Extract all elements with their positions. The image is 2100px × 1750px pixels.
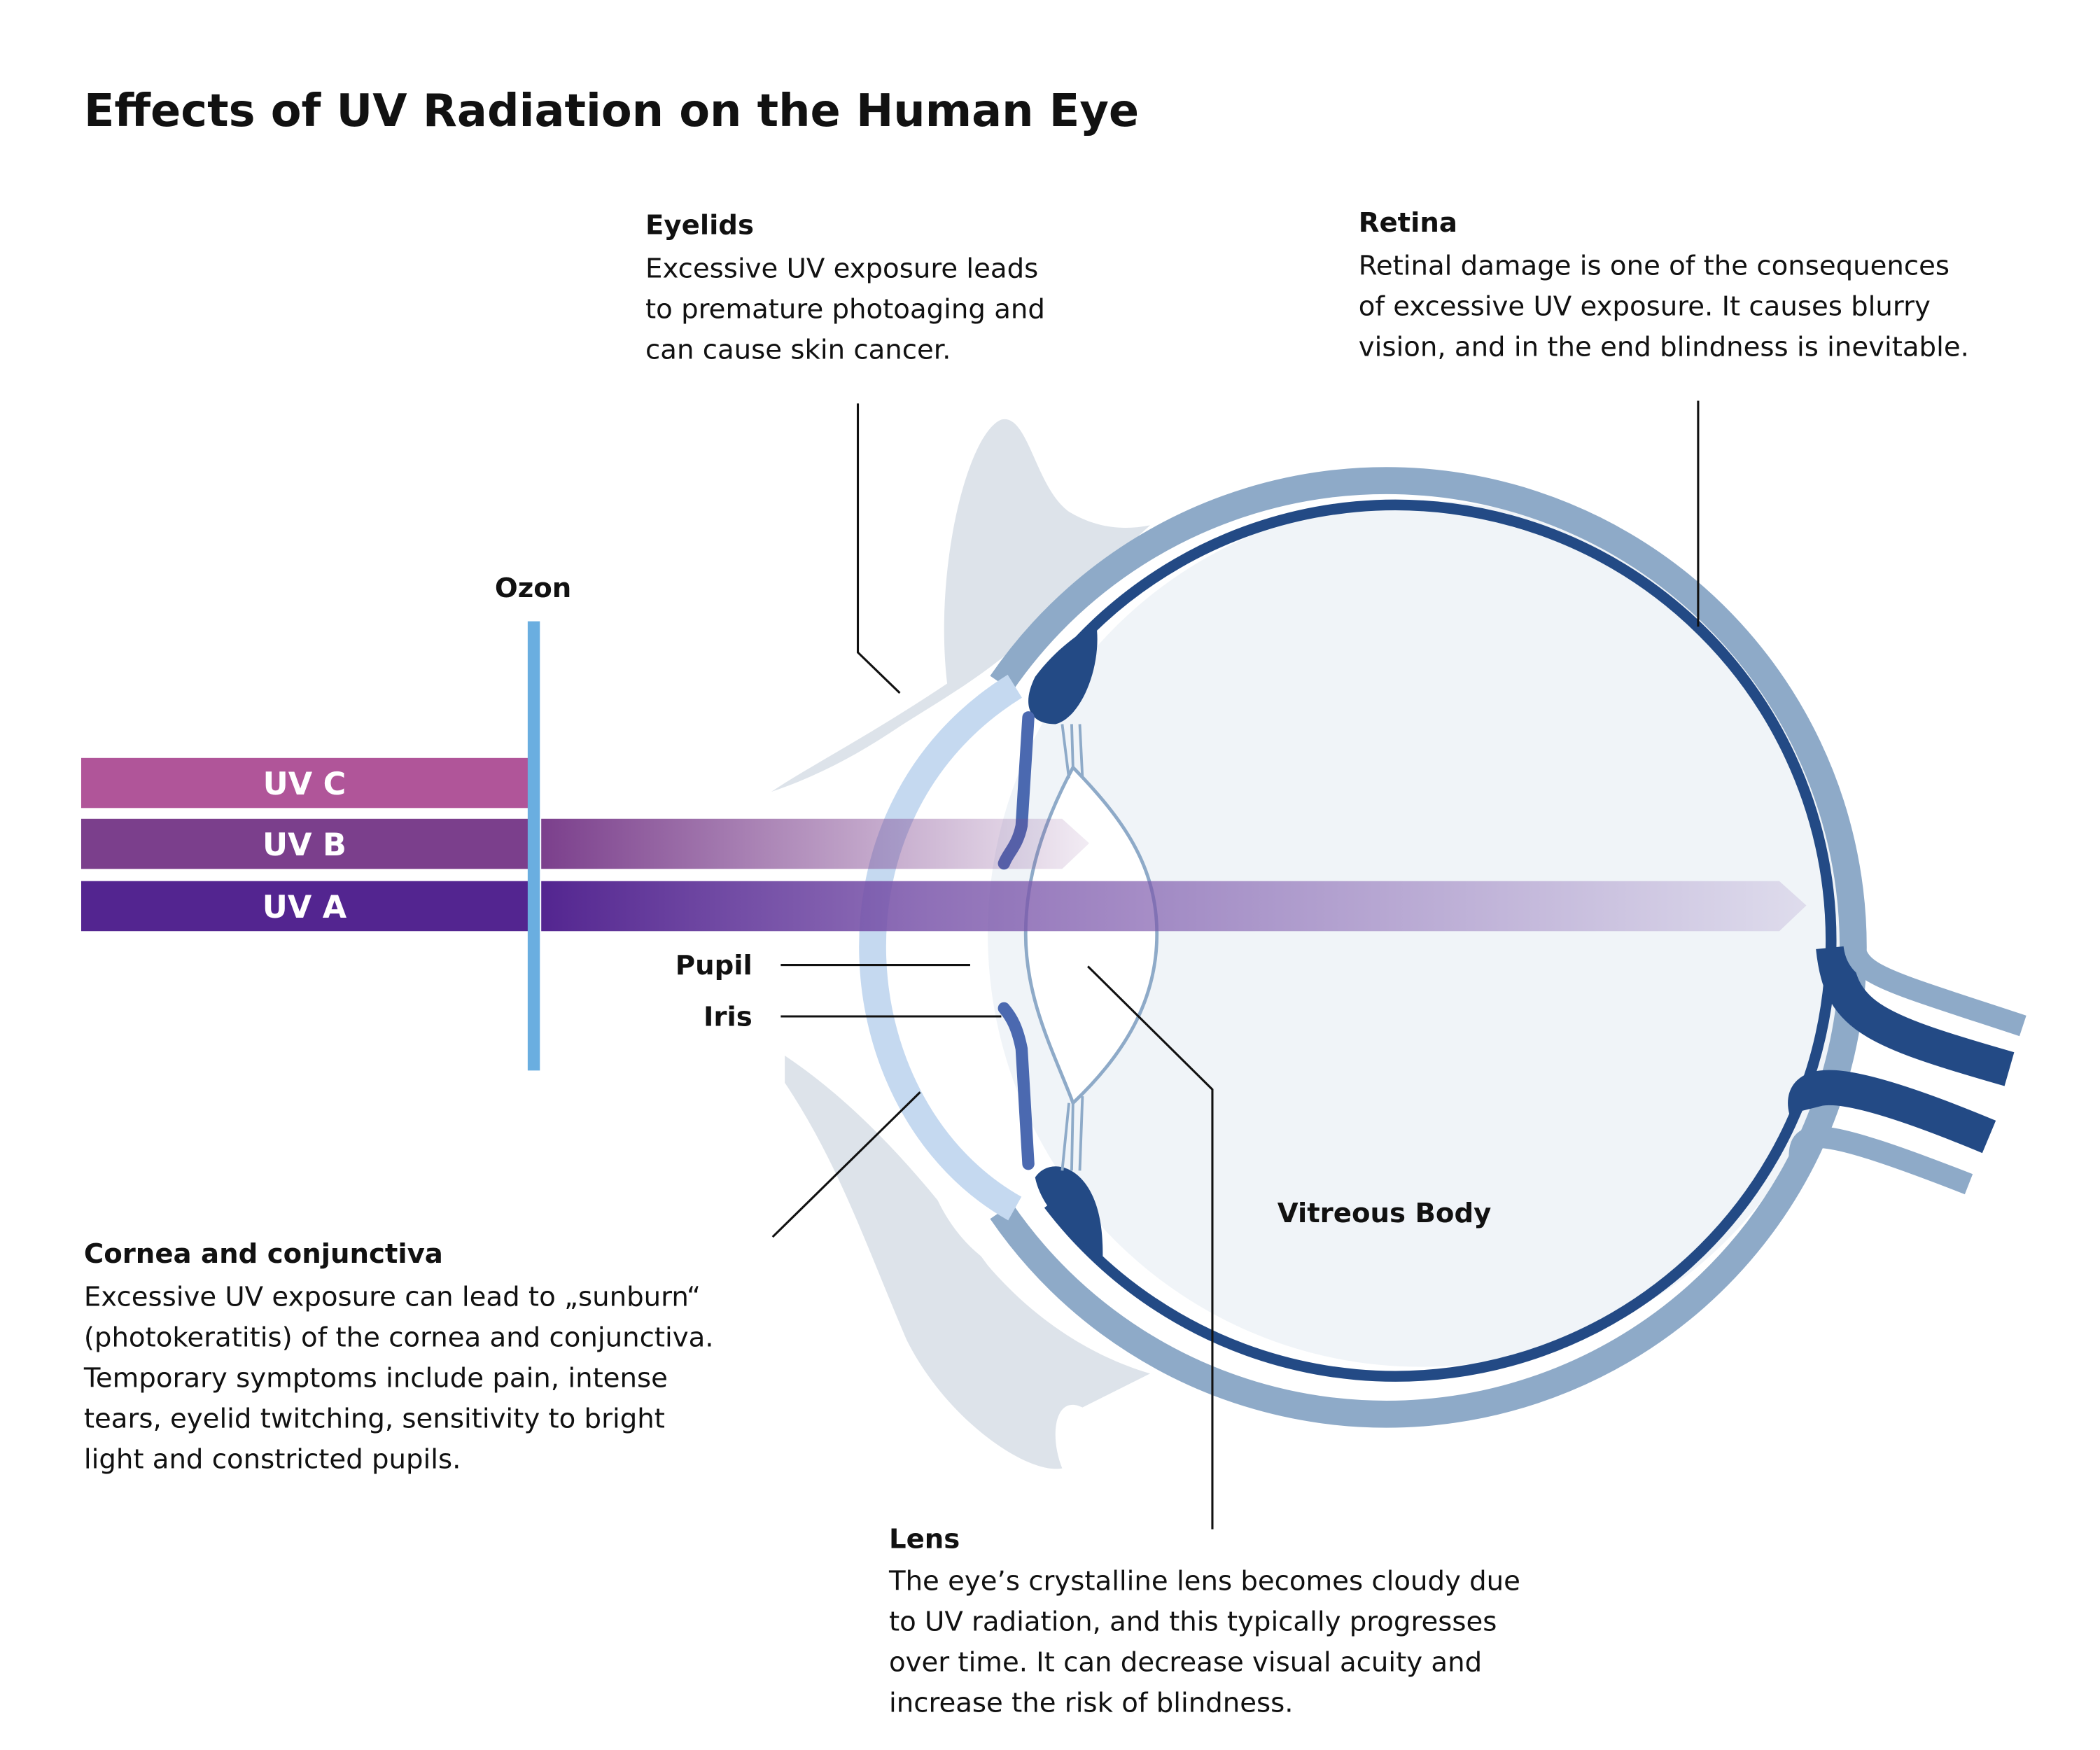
uv-a-beam xyxy=(541,881,1807,932)
callout-line: tears, eyelid twitching, sensitivity to … xyxy=(84,1404,665,1435)
callout-line: Excessive UV exposure leads xyxy=(645,253,1038,285)
page-title: Effects of UV Radiation on the Human Eye xyxy=(84,85,1139,137)
pupil-label: Pupil xyxy=(676,950,752,981)
callout-lens: Lens The eye’s crystalline lens becomes … xyxy=(888,1524,1520,1719)
callout-line: increase the risk of blindness. xyxy=(889,1688,1294,1719)
callout-line: to premature photoaging and xyxy=(645,294,1045,326)
callout-line: vision, and in the end blindness is inev… xyxy=(1359,332,1969,363)
iris-label: Iris xyxy=(704,1002,752,1033)
callout-line: Retinal damage is one of the consequence… xyxy=(1359,251,1949,282)
uv-b-band xyxy=(80,818,532,869)
ozone-layer xyxy=(527,621,540,1071)
callout-line: to UV radiation, and this typically prog… xyxy=(889,1606,1497,1638)
callout-line: can cause skin cancer. xyxy=(645,335,951,366)
callout-title: Retina xyxy=(1359,207,1457,239)
upper-eyelid xyxy=(771,419,1151,792)
lower-eyelid xyxy=(785,1056,1151,1469)
ciliary-body xyxy=(1028,622,1103,1259)
callout-line: of excessive UV exposure. It causes blur… xyxy=(1359,291,1931,323)
callout-eyelids: Eyelids Excessive UV exposure leads to p… xyxy=(645,210,1045,366)
callout-title: Lens xyxy=(889,1524,960,1555)
callout-line: Excessive UV exposure can lead to „sunbu… xyxy=(84,1282,701,1313)
uv-a-label: UV A xyxy=(262,890,347,925)
uv-a-band xyxy=(80,881,532,932)
callout-title: Cornea and conjunctiva xyxy=(84,1238,443,1270)
uv-b-label: UV B xyxy=(262,827,346,863)
callout-title: Eyelids xyxy=(645,210,754,241)
callout-cornea: Cornea and conjunctiva Excessive UV expo… xyxy=(83,1238,714,1476)
uv-c-band xyxy=(80,757,532,808)
cornea xyxy=(859,674,1022,1221)
retina xyxy=(1044,499,1837,1382)
callout-line: over time. It can decrease visual acuity… xyxy=(889,1647,1482,1679)
vitreous-body xyxy=(988,500,1854,1367)
callout-line: (photokeratitis) of the cornea and conju… xyxy=(84,1322,714,1354)
callout-retina: Retina Retinal damage is one of the cons… xyxy=(1359,207,1969,363)
callout-line: The eye’s crystalline lens becomes cloud… xyxy=(888,1566,1520,1597)
callout-line: light and constricted pupils. xyxy=(84,1444,461,1476)
optic-nerve xyxy=(1788,945,2015,1154)
uv-c-label: UV C xyxy=(263,766,346,802)
uv-b-beam xyxy=(541,818,1090,869)
callout-line: Temporary symptoms include pain, intense xyxy=(83,1363,668,1394)
vitreous-body-label: Vitreous Body xyxy=(1278,1198,1492,1229)
ozone-label: Ozon xyxy=(495,573,571,604)
